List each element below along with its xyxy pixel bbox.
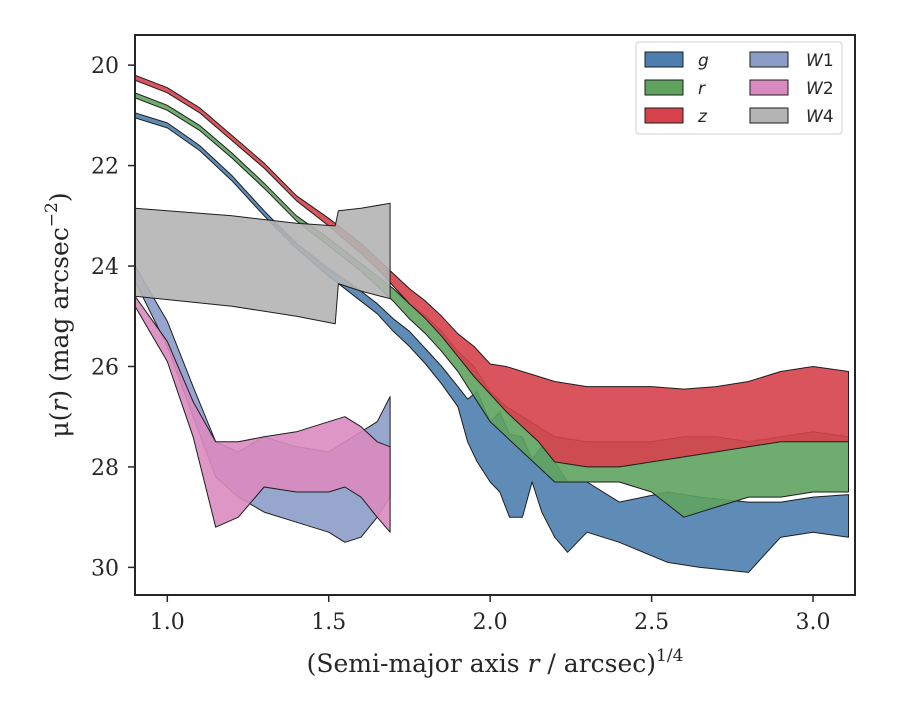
legend-swatch-w1 [749,51,789,68]
band-w4 [135,202,391,325]
legend-label-w4: W4 [806,107,834,127]
x-tick-label: 1.0 [150,610,185,635]
legend-label-z: z [697,107,708,127]
y-tick-label: 28 [91,456,119,481]
legend-label-w2: W2 [806,79,834,99]
plot-area [135,74,849,573]
legend-swatch-w2 [749,79,789,96]
y-tick-label: 24 [91,255,119,280]
x-tick-label: 1.5 [311,610,346,635]
y-tick-label: 26 [91,355,119,380]
y-tick-label: 22 [91,155,119,180]
y-tick-label: 30 [91,556,119,581]
y-axis-label: μ(r) (mag arcsec−2) [42,192,74,437]
legend-label-w1: W1 [806,51,834,71]
x-axis: 1.0 1.5 2.0 2.5 3.0 [150,595,831,635]
legend-swatch-g [644,51,684,68]
x-tick-label: 2.5 [634,610,669,635]
legend-swatch-w4 [749,107,789,124]
x-tick-label: 3.0 [796,610,831,635]
legend-label-g: g [698,51,709,71]
legend-swatch-r [644,79,684,96]
y-axis: 20 22 24 26 28 30 [91,54,135,581]
plot-frame [134,34,856,596]
x-axis-label: (Semi-major axis r / arcsec)1/4 [307,646,684,678]
legend-label-r: r [698,79,706,99]
legend-swatch-z [644,107,684,124]
x-tick-label: 2.0 [473,610,508,635]
band-w2 [135,295,391,533]
legend-box [635,41,843,135]
legend: grz W1 W2 W4 [635,41,843,135]
y-tick-label: 20 [91,54,119,79]
band-g [135,112,849,573]
